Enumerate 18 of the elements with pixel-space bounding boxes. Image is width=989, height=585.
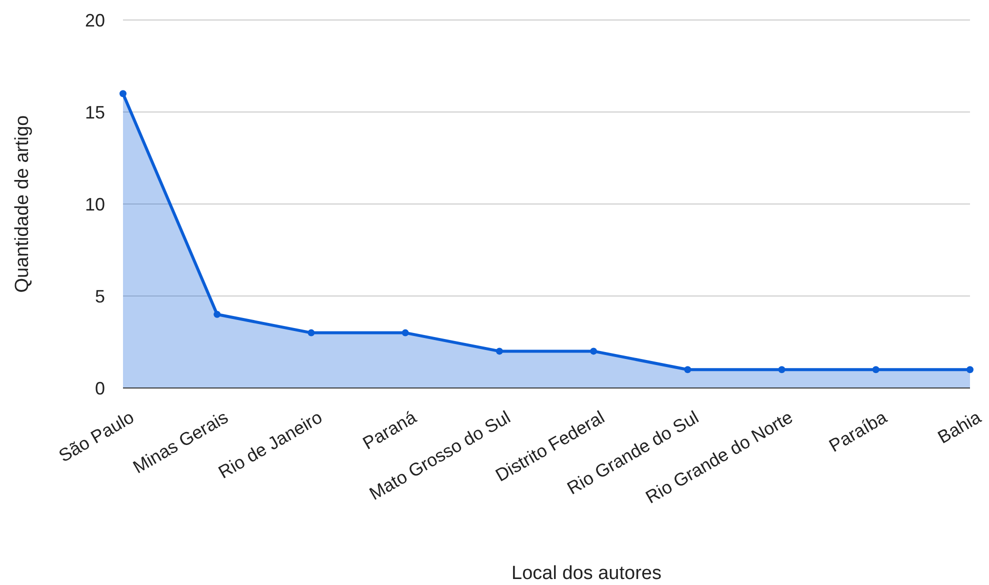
y-tick-label: 15: [84, 102, 105, 122]
x-tick-label: Bahia: [934, 406, 986, 448]
point: [496, 348, 503, 355]
y-tick-label: 10: [84, 194, 105, 214]
y-tick-label: 5: [94, 286, 105, 306]
point: [120, 90, 126, 98]
point: [872, 366, 880, 374]
y-axis-title: Quantidade de artigo: [12, 115, 33, 293]
point: [778, 366, 786, 374]
x-axis-title: Local dos autores: [512, 563, 662, 584]
point: [308, 329, 315, 336]
point: [214, 310, 221, 318]
point: [684, 366, 692, 374]
y-tick-label: 20: [84, 10, 105, 30]
y-tick-label: 0: [94, 378, 105, 398]
point: [402, 329, 409, 336]
point: [966, 366, 974, 374]
point: [590, 348, 598, 355]
